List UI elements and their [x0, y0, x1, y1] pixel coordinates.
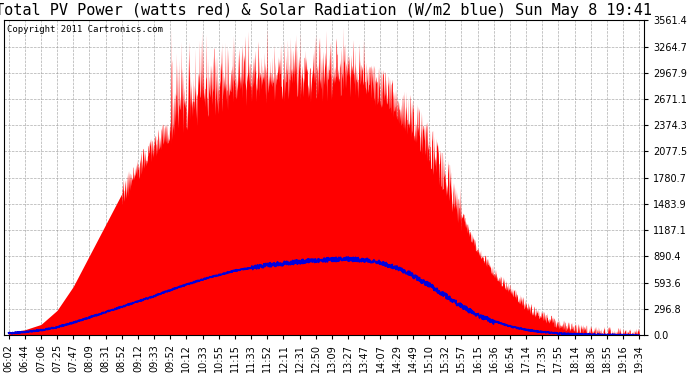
Text: Copyright 2011 Cartronics.com: Copyright 2011 Cartronics.com — [7, 25, 163, 34]
Title: Total PV Power (watts red) & Solar Radiation (W/m2 blue) Sun May 8 19:41: Total PV Power (watts red) & Solar Radia… — [0, 3, 653, 18]
